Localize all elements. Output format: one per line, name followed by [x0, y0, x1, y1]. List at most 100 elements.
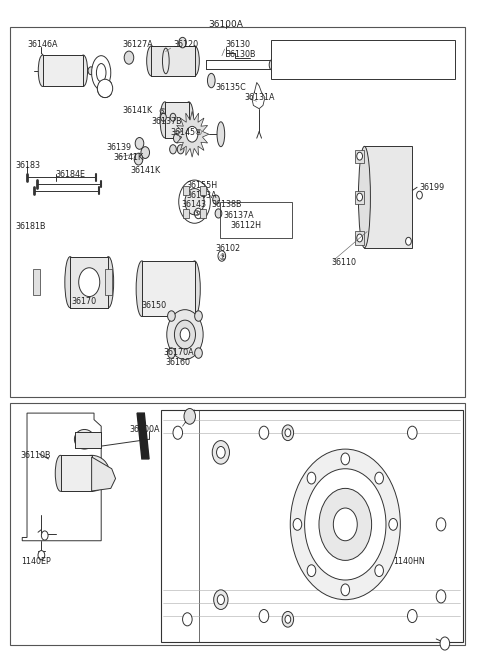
Bar	[105, 269, 112, 295]
Circle shape	[215, 209, 222, 218]
Text: 36127A: 36127A	[123, 40, 154, 49]
Circle shape	[417, 191, 422, 199]
Text: 36139: 36139	[106, 144, 131, 152]
Bar	[152, 46, 194, 76]
Text: ⑤: ⑤	[158, 107, 166, 116]
Circle shape	[38, 550, 45, 560]
Bar	[165, 102, 189, 138]
Text: 36140E:: 36140E:	[306, 53, 337, 62]
Bar	[75, 432, 101, 449]
Text: 36199: 36199	[420, 183, 445, 192]
Ellipse shape	[74, 455, 109, 491]
Circle shape	[341, 584, 349, 596]
Text: 36110: 36110	[331, 258, 356, 267]
Ellipse shape	[79, 55, 87, 87]
Circle shape	[218, 251, 226, 261]
Circle shape	[180, 328, 190, 341]
Circle shape	[216, 447, 225, 459]
Text: 36137A: 36137A	[223, 211, 254, 220]
Text: 2: 2	[196, 211, 200, 216]
Polygon shape	[92, 457, 116, 491]
Text: 36130: 36130	[226, 40, 251, 49]
Circle shape	[307, 565, 316, 577]
Circle shape	[212, 441, 229, 464]
Text: 36184E: 36184E	[56, 170, 86, 178]
Circle shape	[259, 426, 269, 440]
Polygon shape	[175, 112, 209, 157]
Circle shape	[179, 180, 210, 223]
Circle shape	[135, 138, 144, 150]
Ellipse shape	[190, 46, 199, 76]
Circle shape	[285, 429, 291, 437]
Bar	[152, 46, 194, 76]
Circle shape	[195, 311, 203, 321]
Circle shape	[282, 425, 294, 441]
Circle shape	[436, 590, 446, 603]
Text: 36110B: 36110B	[21, 451, 51, 460]
Text: ②: ②	[218, 253, 226, 262]
Circle shape	[436, 518, 446, 531]
Bar	[355, 232, 364, 245]
Ellipse shape	[147, 46, 156, 76]
Polygon shape	[364, 146, 412, 248]
Circle shape	[217, 595, 225, 605]
Ellipse shape	[207, 73, 215, 88]
Circle shape	[406, 237, 411, 245]
Polygon shape	[137, 413, 149, 459]
Ellipse shape	[160, 102, 169, 138]
Circle shape	[307, 472, 316, 484]
Text: 36160: 36160	[166, 358, 191, 367]
Circle shape	[169, 145, 176, 154]
Bar	[200, 186, 206, 195]
Circle shape	[290, 449, 400, 600]
Bar	[75, 432, 101, 449]
Text: 1140EP: 1140EP	[21, 557, 50, 566]
Circle shape	[357, 234, 362, 242]
Text: 36100A: 36100A	[208, 20, 243, 30]
Circle shape	[375, 472, 384, 484]
Circle shape	[305, 469, 386, 580]
Bar	[70, 256, 108, 308]
Ellipse shape	[38, 55, 47, 87]
Ellipse shape	[269, 60, 275, 70]
Circle shape	[179, 37, 186, 48]
Text: 36143: 36143	[181, 201, 206, 209]
Circle shape	[124, 51, 134, 64]
Ellipse shape	[96, 64, 106, 82]
Circle shape	[168, 348, 175, 358]
Text: 36130B: 36130B	[226, 50, 256, 59]
Circle shape	[174, 320, 195, 349]
Circle shape	[41, 531, 48, 540]
Circle shape	[357, 152, 362, 160]
Bar	[10, 27, 465, 397]
Circle shape	[341, 453, 349, 465]
Bar	[70, 256, 108, 308]
Text: 36183: 36183	[15, 161, 40, 170]
Bar	[271, 40, 456, 79]
Text: 36137B: 36137B	[152, 117, 182, 126]
Bar	[355, 150, 364, 163]
Text: 36120: 36120	[173, 40, 198, 49]
Circle shape	[160, 113, 166, 121]
Bar	[60, 455, 92, 491]
Circle shape	[285, 615, 291, 623]
Text: 36141K: 36141K	[123, 106, 153, 115]
Ellipse shape	[74, 430, 95, 449]
Bar	[142, 260, 194, 316]
Text: 36100A: 36100A	[130, 425, 160, 434]
Circle shape	[293, 518, 302, 530]
Ellipse shape	[92, 56, 111, 90]
Circle shape	[134, 154, 143, 165]
Ellipse shape	[136, 261, 148, 317]
Circle shape	[177, 145, 184, 154]
Bar	[43, 55, 83, 87]
Circle shape	[186, 127, 198, 142]
Text: 36170A: 36170A	[163, 348, 194, 358]
Circle shape	[319, 488, 372, 560]
Circle shape	[375, 565, 384, 577]
Text: 36135C: 36135C	[215, 83, 246, 92]
Ellipse shape	[103, 256, 114, 308]
Circle shape	[214, 590, 228, 609]
Ellipse shape	[189, 261, 200, 317]
Text: 1140HN: 1140HN	[393, 557, 425, 566]
